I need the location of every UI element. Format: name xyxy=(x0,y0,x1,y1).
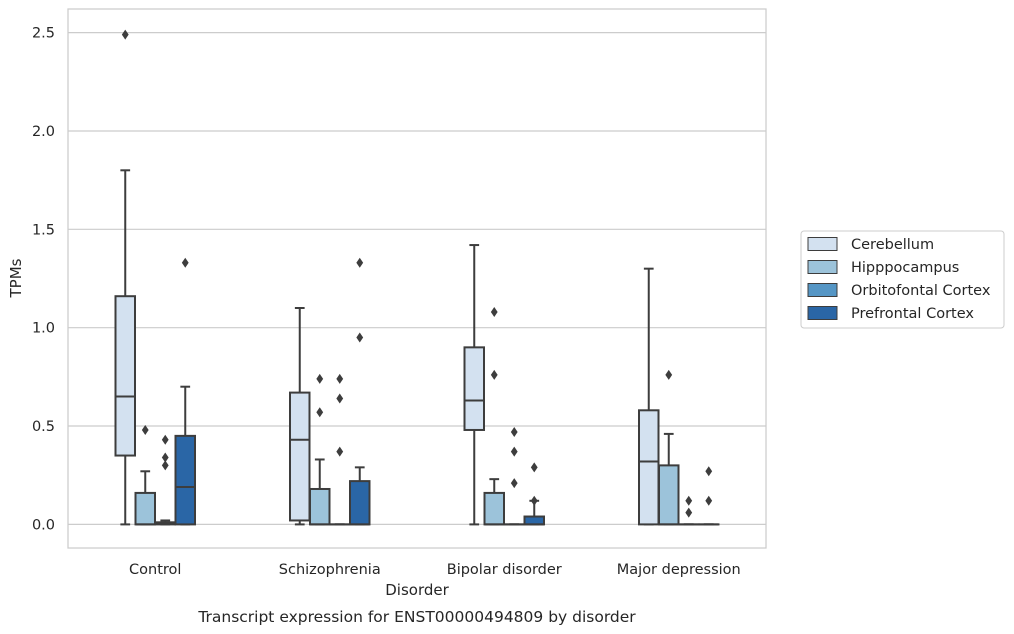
outlier-point xyxy=(161,434,169,445)
outlier-point xyxy=(181,257,189,268)
outlier-point xyxy=(530,495,538,506)
legend-swatch xyxy=(807,306,838,320)
box xyxy=(174,434,196,526)
legend: Cerebellum Hipppocampus Orbitofontal Corte… xyxy=(800,230,1005,329)
box xyxy=(309,487,331,526)
box xyxy=(114,295,136,457)
box-group xyxy=(463,244,485,526)
outlier-point xyxy=(510,426,518,437)
y-tick-label: 2.0 xyxy=(32,124,55,140)
outlier-point xyxy=(490,306,498,317)
x-tick-label: Control xyxy=(129,562,181,578)
box-group xyxy=(349,257,371,526)
outlier-point xyxy=(316,407,324,418)
x-tick-label: Schizophrenia xyxy=(279,562,381,578)
legend-label: Cerebellum xyxy=(851,237,934,253)
box xyxy=(483,491,505,526)
box-group xyxy=(114,29,136,526)
box xyxy=(523,515,545,526)
box-group xyxy=(309,373,331,526)
outlier-point xyxy=(161,452,169,463)
legend-label: Prefrontal Cortex xyxy=(851,306,974,322)
box xyxy=(289,391,311,522)
legend-frame xyxy=(800,230,1005,329)
outlier-point xyxy=(336,446,344,457)
x-axis-label: Disorder xyxy=(385,581,449,599)
box xyxy=(463,346,485,431)
outlier-point xyxy=(530,462,538,473)
outlier-point xyxy=(685,507,693,518)
outlier-point xyxy=(705,495,713,506)
box-group xyxy=(174,257,196,526)
y-axis-label: TPMs xyxy=(7,258,25,298)
legend-swatch xyxy=(807,260,838,274)
box-group xyxy=(289,307,311,526)
box xyxy=(658,464,680,526)
box-group xyxy=(503,426,525,526)
box-group xyxy=(698,466,720,526)
outlier-point xyxy=(356,257,364,268)
outlier-point xyxy=(316,373,324,384)
y-tick-label: 2.5 xyxy=(32,26,55,42)
outlier-point xyxy=(705,466,713,477)
outlier-point xyxy=(685,495,693,506)
box-group xyxy=(638,267,660,526)
outlier-point xyxy=(490,369,498,380)
outlier-point xyxy=(510,446,518,457)
outlier-point xyxy=(161,460,169,471)
outlier-point xyxy=(665,369,673,380)
outlier-point xyxy=(336,373,344,384)
gridlines xyxy=(68,32,766,525)
box xyxy=(134,491,156,526)
box-group xyxy=(329,373,351,526)
plot-frame xyxy=(67,8,767,549)
box xyxy=(638,409,660,526)
y-tick-label: 0.5 xyxy=(32,419,55,435)
outlier-point xyxy=(121,29,129,40)
box-group xyxy=(154,434,176,526)
x-tick-label: Major depression xyxy=(617,562,741,578)
outlier-point xyxy=(336,393,344,404)
chart-title: Transcript expression for ENST0000049480… xyxy=(197,608,636,626)
legend-swatch xyxy=(807,283,838,297)
box-group xyxy=(483,306,505,526)
box xyxy=(349,480,371,526)
box-group xyxy=(678,495,700,526)
box-series xyxy=(114,29,720,526)
box-group xyxy=(658,369,680,526)
y-axis-ticks: 0.0 0.5 1.0 1.5 2.0 2.5 xyxy=(32,26,55,534)
legend-swatch xyxy=(807,237,838,251)
outlier-point xyxy=(356,332,364,343)
legend-label: Orbitofontal Cortex xyxy=(851,283,991,299)
outlier-point xyxy=(510,478,518,489)
y-tick-label: 0.0 xyxy=(32,517,55,533)
legend-label: Hipppocampus xyxy=(851,260,959,276)
outlier-point xyxy=(141,424,149,435)
y-tick-label: 1.0 xyxy=(32,321,55,337)
y-tick-label: 1.5 xyxy=(32,222,55,238)
box-group xyxy=(523,462,545,526)
box-group xyxy=(134,424,156,526)
x-axis-ticks: Control Schizophrenia Bipolar disorder Majo… xyxy=(129,562,741,578)
x-tick-label: Bipolar disorder xyxy=(447,562,562,578)
